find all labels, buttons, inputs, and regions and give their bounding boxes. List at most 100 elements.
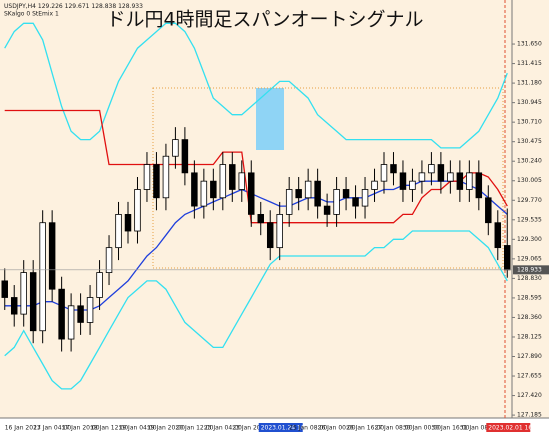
- candle-body: [200, 180, 208, 207]
- range-box: [152, 87, 504, 269]
- y-tick-label: 131.415: [517, 60, 542, 67]
- candle-body: [409, 180, 416, 190]
- candle-body: [39, 222, 46, 332]
- candle-body: [361, 189, 369, 207]
- candle-body: [456, 172, 464, 190]
- candle-body: [191, 172, 198, 207]
- y-tick-label: 128.595: [517, 294, 542, 301]
- y-tick-label: 128.830: [517, 275, 542, 282]
- symbol-info: USDJPY,H4 129.226 129.671 128.838 128.93…: [4, 3, 143, 10]
- candle-body: [285, 189, 293, 215]
- highlight-zone: [256, 88, 284, 150]
- indicator-line: [4, 109, 508, 224]
- y-tick-label: 129.770: [517, 197, 542, 204]
- candle-body: [29, 272, 37, 332]
- x-label-highlight: [486, 423, 531, 432]
- ohlc-high: 129.671: [65, 3, 90, 10]
- candle-body: [475, 172, 483, 199]
- candle-body: [238, 172, 246, 190]
- ohlc-close: 128.933: [118, 3, 143, 10]
- candle-body: [20, 272, 27, 315]
- x-tick-label: 18 Jan 12:00: [90, 425, 128, 432]
- x-tick-label: 20 Jan 12:00: [175, 425, 213, 432]
- price-label-bg: [513, 265, 549, 275]
- x-tick-label: 31 Jan 08:00: [460, 425, 498, 432]
- candle-body: [314, 180, 321, 207]
- x-label-highlight: [258, 423, 303, 432]
- candle-body: [371, 180, 378, 190]
- candle-body: [257, 214, 264, 224]
- candle-body: [153, 164, 160, 199]
- y-tick-label: 130.240: [517, 158, 542, 165]
- x-tick-label: 26 Jan 16:00: [346, 425, 384, 432]
- candle-body: [485, 197, 492, 224]
- y-tick-label: 129.535: [517, 216, 542, 223]
- x-tick-label: 17 Jan 04:00: [33, 425, 71, 432]
- candle-body: [96, 272, 103, 298]
- y-tick-label: 130.710: [517, 119, 542, 126]
- y-tick-label: 129.300: [517, 236, 542, 243]
- candle-body: [210, 180, 217, 199]
- candle-body: [333, 189, 340, 215]
- candle-body: [248, 172, 255, 215]
- x-tick-label: 19 Jan 04:00: [119, 425, 157, 432]
- indicator-info: SKalgo 0 StEmix 1: [4, 11, 59, 18]
- candle-body: [447, 172, 454, 182]
- chart-title: ドル円4時間足スパンオートシグナル: [106, 9, 423, 31]
- candle-body: [86, 297, 94, 323]
- candle-body: [134, 189, 141, 232]
- candle-body: [58, 288, 65, 340]
- candle-body: [10, 297, 18, 315]
- candle-body: [342, 189, 350, 199]
- indicator-line: [4, 230, 508, 390]
- x-tick-label: 23 Jan 20:00: [232, 425, 270, 432]
- candle-body: [181, 139, 189, 174]
- candle-body: [162, 155, 170, 199]
- candle-body: [437, 164, 445, 182]
- x-tick-label: 23 Jan 04:00: [204, 425, 242, 432]
- candle-body: [428, 164, 435, 174]
- y-tick-label: 127.185: [517, 412, 542, 419]
- candle-body: [1, 280, 8, 298]
- x-tick-label: 27 Jan 08:00: [375, 425, 413, 432]
- candle-body: [504, 245, 511, 271]
- candle-body: [323, 205, 331, 215]
- candle-body: [276, 214, 283, 249]
- y-tick-label: 127.655: [517, 373, 542, 380]
- candle-body: [77, 305, 84, 323]
- plot: [0, 22, 512, 390]
- ohlc-low: 128.838: [91, 3, 116, 10]
- y-tick-label: 127.420: [517, 392, 542, 399]
- x-tick-label: 26 Jan 00:00: [318, 425, 356, 432]
- candle-body: [466, 172, 473, 190]
- x-tick-label: 17 Jan 20:00: [62, 425, 100, 432]
- y-tick-label: 127.890: [517, 353, 542, 360]
- y-tick-label: 129.065: [517, 255, 542, 262]
- candle-body: [48, 222, 56, 290]
- candle-body: [390, 164, 397, 174]
- candle-body: [105, 247, 113, 273]
- x-tick-label: 16 Jan 2023: [5, 425, 41, 432]
- symbol: USDJPY,H4: [4, 3, 36, 10]
- y-tick-label: 130.005: [517, 177, 542, 184]
- candle-body: [143, 164, 151, 190]
- y-tick-label: 130.475: [517, 138, 542, 145]
- x-tick-label: 30 Jan 00:00: [403, 425, 441, 432]
- candle-body: [399, 172, 407, 190]
- x-tick-label: 30 Jan 16:00: [431, 425, 469, 432]
- x-tick-label: 19 Jan 20:00: [147, 425, 185, 432]
- candle-body: [229, 164, 236, 190]
- candle-body: [115, 214, 122, 249]
- x-tick-label: 2023.02.01 16:00: [488, 425, 542, 432]
- candle-body: [172, 139, 179, 157]
- candle-body: [494, 222, 502, 249]
- x-tick-label: 2023.01.24 16:00: [261, 425, 315, 432]
- y-tick-label: 131.180: [517, 80, 542, 87]
- y-tick-label: 128.125: [517, 333, 542, 340]
- candle-body: [219, 164, 227, 199]
- candle-body: [380, 164, 388, 182]
- candle-body: [352, 197, 359, 207]
- candle-body: [304, 180, 312, 199]
